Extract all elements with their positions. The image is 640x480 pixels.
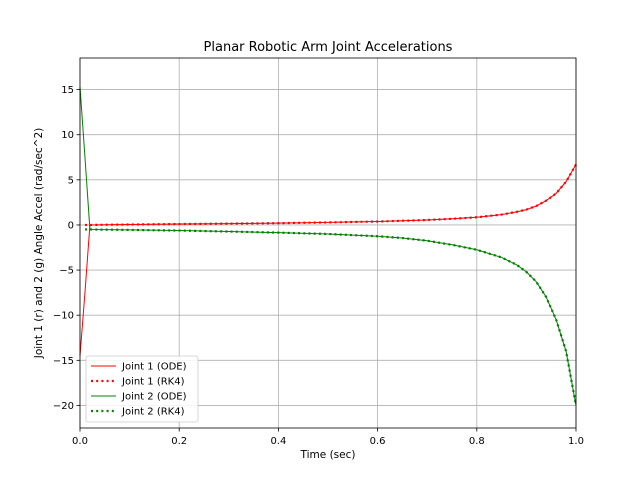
chart-title: Planar Robotic Arm Joint Accelerations	[204, 40, 453, 55]
x-tick-label: 1.0	[568, 436, 584, 447]
x-axis: 0.0 0.2 0.4 0.6 0.8 1.0	[72, 428, 584, 447]
series-line	[84, 228, 578, 406]
x-tick-label: 0.2	[171, 436, 187, 447]
y-tick-label: 15	[61, 85, 74, 96]
legend-label: Joint 2 (RK4)	[121, 407, 185, 418]
y-tick-label: −20	[53, 401, 74, 412]
series-line	[84, 163, 577, 227]
x-tick-label: 0.4	[270, 436, 286, 447]
x-tick-label: 0.0	[72, 436, 88, 447]
series-layer	[79, 86, 578, 406]
y-tick-label: −10	[53, 311, 74, 322]
legend-box	[85, 355, 199, 423]
legend-label: Joint 1 (RK4)	[121, 377, 185, 388]
plot-frame	[79, 57, 577, 429]
x-axis-label: Time (sec)	[300, 449, 356, 461]
y-axis-label: Joint 1 (r) and 2 (g) Angle Accel (rad/s…	[33, 128, 45, 360]
legend-label: Joint 1 (ODE)	[121, 362, 187, 373]
y-tick-label: −5	[59, 266, 74, 277]
x-tick-label: 0.8	[469, 436, 485, 447]
x-tick-label: 0.6	[370, 436, 386, 447]
y-tick-label: 10	[61, 130, 74, 141]
y-axis: 15 10 5 0 −5 −10 −15 −20	[53, 85, 80, 412]
y-tick-label: 0	[68, 220, 74, 231]
legend: Joint 1 (ODE) Joint 1 (RK4) Joint 2 (ODE) J…	[85, 355, 199, 423]
series-line	[79, 164, 577, 356]
y-tick-label: −15	[53, 356, 74, 367]
legend-label: Joint 2 (ODE)	[121, 392, 187, 403]
y-tick-label: 5	[68, 175, 74, 186]
